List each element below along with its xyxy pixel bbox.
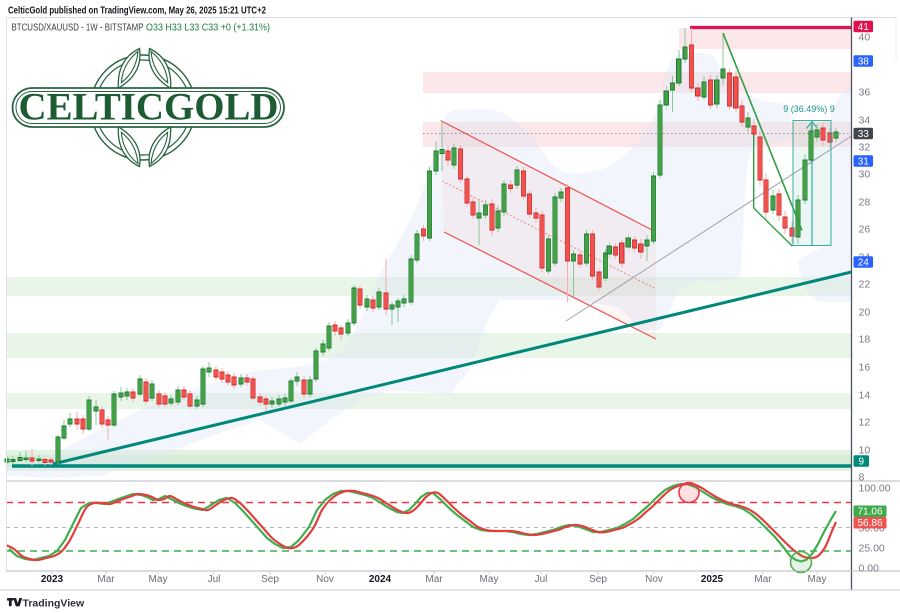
- svg-text:34: 34: [859, 115, 871, 127]
- svg-text:40: 40: [859, 32, 871, 44]
- svg-text:Mar: Mar: [754, 574, 772, 585]
- svg-text:25.00: 25.00: [859, 543, 885, 555]
- svg-text:Sep: Sep: [589, 574, 607, 585]
- svg-text:16: 16: [859, 362, 871, 374]
- svg-text:30: 30: [859, 169, 871, 181]
- svg-text:Nov: Nov: [645, 574, 663, 585]
- svg-text:Mar: Mar: [425, 574, 443, 585]
- svg-text:100.00: 100.00: [859, 483, 891, 495]
- svg-text:9: 9: [858, 457, 864, 468]
- svg-text:May: May: [149, 574, 168, 585]
- svg-text:8: 8: [859, 472, 865, 484]
- svg-text:14: 14: [859, 390, 871, 402]
- svg-text:32: 32: [859, 142, 871, 154]
- svg-text:Mar: Mar: [97, 574, 115, 585]
- svg-text:O33 H33 L33 C33 +0 (+1.31%: O33 H33 L33 C33 +0 (+1.31%): [146, 23, 270, 34]
- svg-text:41: 41: [858, 22, 870, 33]
- svg-text:TradingView: TradingView: [23, 598, 85, 610]
- svg-text:CELTICGOLD: CELTICGOLD: [19, 86, 279, 129]
- svg-text:18: 18: [859, 334, 871, 346]
- svg-text:38: 38: [858, 57, 870, 68]
- svg-text:BTCUSD/XAUUSD - 1W - BITSTAMP: BTCUSD/XAUUSD - 1W - BITSTAMP: [12, 23, 144, 34]
- svg-text:71.06: 71.06: [857, 507, 882, 518]
- svg-text:2024: 2024: [369, 574, 392, 585]
- svg-text:36: 36: [859, 87, 871, 99]
- svg-text:Jul: Jul: [535, 574, 548, 585]
- svg-text:Jul: Jul: [208, 574, 221, 585]
- svg-text:2023: 2023: [41, 574, 64, 585]
- svg-text:Sep: Sep: [261, 574, 279, 585]
- svg-text:24: 24: [858, 258, 870, 269]
- svg-text:9 (36.49%) 9: 9 (36.49%) 9: [783, 104, 835, 114]
- svg-text:56.86: 56.86: [857, 518, 882, 529]
- svg-text:20: 20: [859, 307, 871, 319]
- svg-text:CelticGold published on Tradin: CelticGold published on TradingView.com,…: [8, 5, 266, 17]
- svg-text:22: 22: [859, 279, 871, 291]
- svg-text:31: 31: [858, 157, 870, 168]
- svg-text:Nov: Nov: [316, 574, 334, 585]
- svg-text:33: 33: [858, 129, 870, 140]
- svg-text:26: 26: [859, 224, 871, 236]
- svg-text:0.00: 0.00: [859, 563, 880, 575]
- svg-text:May: May: [480, 574, 499, 585]
- svg-text:12: 12: [859, 417, 871, 429]
- svg-text:28: 28: [859, 197, 871, 209]
- svg-text:10: 10: [859, 445, 871, 457]
- svg-text:May: May: [808, 574, 827, 585]
- svg-text:2025: 2025: [701, 574, 724, 585]
